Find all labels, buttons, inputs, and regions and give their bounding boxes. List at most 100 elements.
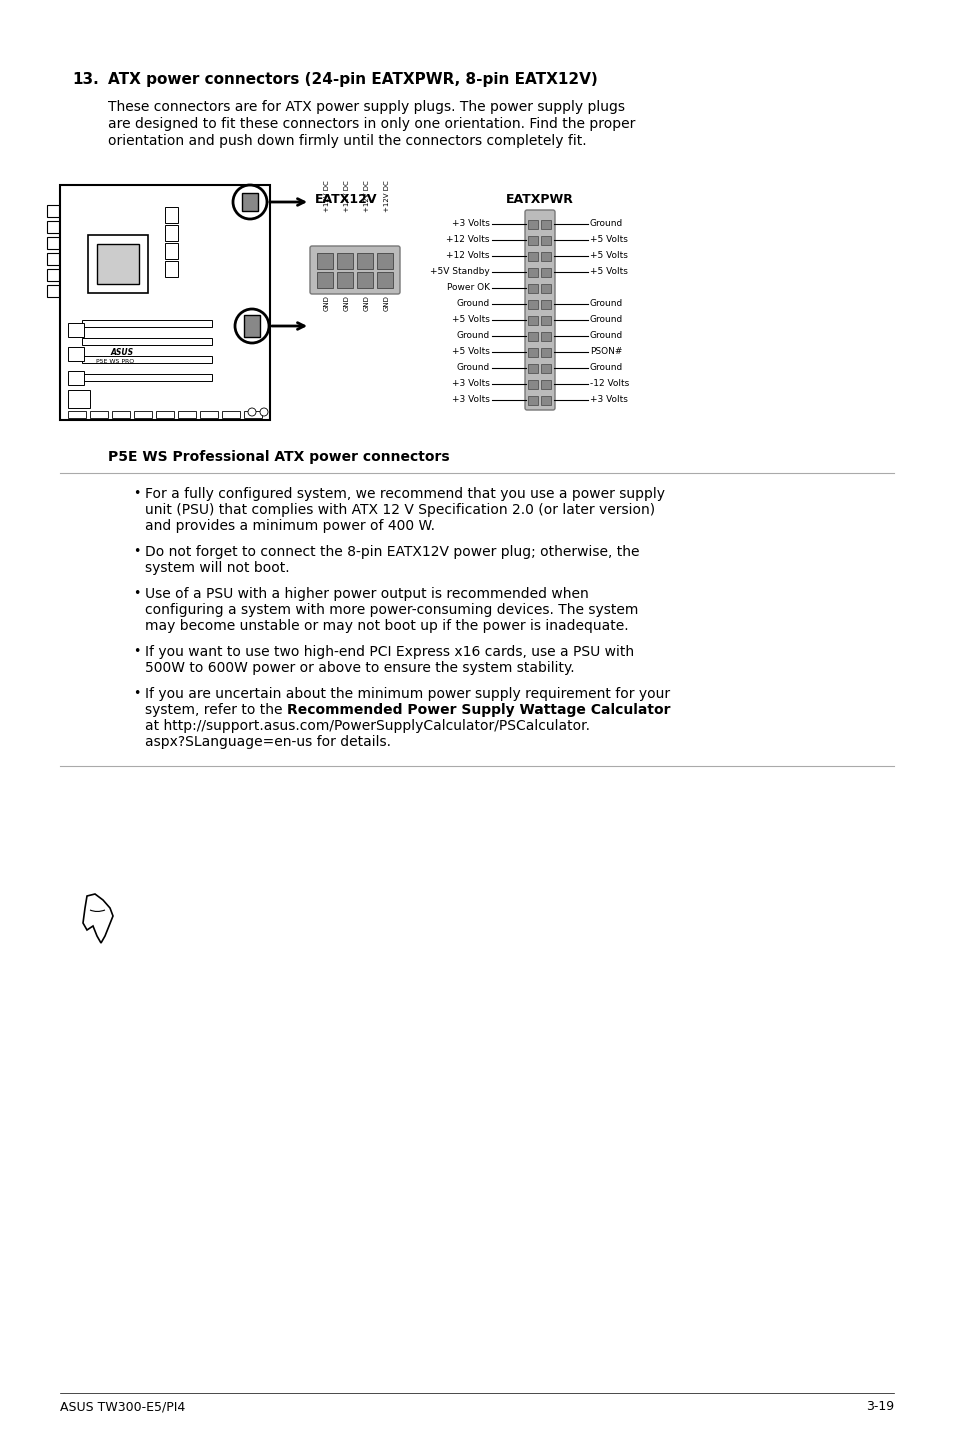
Bar <box>68 411 86 418</box>
Bar <box>316 272 333 288</box>
Text: +3 Volts: +3 Volts <box>452 395 490 404</box>
Text: PSON#: PSON# <box>589 348 621 357</box>
Bar <box>527 283 537 293</box>
Bar <box>82 338 212 345</box>
Bar <box>527 220 537 229</box>
Bar <box>316 253 333 269</box>
Bar <box>527 348 537 357</box>
Bar <box>60 186 270 420</box>
Text: +12V DC: +12V DC <box>344 180 350 211</box>
Bar <box>540 316 551 325</box>
Bar <box>527 395 537 406</box>
Bar <box>68 371 84 385</box>
Bar <box>68 324 84 336</box>
Bar <box>527 267 537 278</box>
Text: system, refer to the: system, refer to the <box>145 703 287 718</box>
Bar <box>47 253 59 265</box>
Text: EATX12V: EATX12V <box>314 193 377 206</box>
Text: These connectors are for ATX power supply plugs. The power supply plugs: These connectors are for ATX power suppl… <box>108 101 624 114</box>
Bar <box>540 252 551 262</box>
Text: system will not boot.: system will not boot. <box>145 561 290 575</box>
Text: Ground: Ground <box>456 364 490 372</box>
Bar <box>540 332 551 341</box>
Bar <box>540 364 551 372</box>
Bar <box>527 316 537 325</box>
Bar <box>68 390 90 408</box>
Text: For a fully configured system, we recommend that you use a power supply: For a fully configured system, we recomm… <box>145 487 664 500</box>
Text: GND: GND <box>384 295 390 311</box>
Bar <box>68 347 84 361</box>
Bar <box>527 301 537 309</box>
Bar <box>47 221 59 233</box>
Text: Do not forget to connect the 8-pin EATX12V power plug; otherwise, the: Do not forget to connect the 8-pin EATX1… <box>145 545 639 559</box>
Bar <box>165 262 178 278</box>
Text: Ground: Ground <box>589 315 622 325</box>
Bar <box>47 285 59 298</box>
Text: at http://support.asus.com/PowerSupplyCalculator/PSCalculator.: at http://support.asus.com/PowerSupplyCa… <box>145 719 589 733</box>
Text: +3 Volts: +3 Volts <box>452 220 490 229</box>
Bar <box>527 252 537 262</box>
Text: aspx?SLanguage=en-us for details.: aspx?SLanguage=en-us for details. <box>145 735 391 749</box>
Text: •: • <box>132 487 140 500</box>
Bar <box>242 193 257 211</box>
Text: +3 Volts: +3 Volts <box>589 395 627 404</box>
Text: •: • <box>132 587 140 600</box>
Bar <box>90 411 108 418</box>
Text: Ground: Ground <box>589 299 622 309</box>
Text: •: • <box>132 687 140 700</box>
Text: +5 Volts: +5 Volts <box>589 236 627 244</box>
Bar <box>133 411 152 418</box>
Text: 500W to 600W power or above to ensure the system stability.: 500W to 600W power or above to ensure th… <box>145 661 574 674</box>
Text: Ground: Ground <box>589 364 622 372</box>
Bar <box>356 272 373 288</box>
Bar <box>527 332 537 341</box>
Text: EATXPWR: EATXPWR <box>505 193 574 206</box>
Text: orientation and push down firmly until the connectors completely fit.: orientation and push down firmly until t… <box>108 134 586 148</box>
Bar <box>47 269 59 280</box>
Text: GND: GND <box>364 295 370 311</box>
Bar <box>527 236 537 244</box>
FancyBboxPatch shape <box>524 210 555 410</box>
Bar <box>527 364 537 372</box>
Bar <box>540 283 551 293</box>
Bar <box>200 411 218 418</box>
Text: and provides a minimum power of 400 W.: and provides a minimum power of 400 W. <box>145 519 435 533</box>
Bar <box>82 357 212 362</box>
Text: If you are uncertain about the minimum power supply requirement for your: If you are uncertain about the minimum p… <box>145 687 669 700</box>
Bar <box>156 411 173 418</box>
Bar <box>97 244 139 283</box>
Text: -12 Volts: -12 Volts <box>589 380 629 388</box>
Text: 3-19: 3-19 <box>865 1401 893 1414</box>
Text: unit (PSU) that complies with ATX 12 V Specification 2.0 (or later version): unit (PSU) that complies with ATX 12 V S… <box>145 503 655 518</box>
Bar <box>165 243 178 259</box>
Text: If you want to use two high-end PCI Express x16 cards, use a PSU with: If you want to use two high-end PCI Expr… <box>145 646 634 659</box>
Bar <box>540 267 551 278</box>
Text: +5V Standby: +5V Standby <box>430 267 490 276</box>
Bar <box>540 236 551 244</box>
Circle shape <box>260 408 268 416</box>
Text: Ground: Ground <box>589 220 622 229</box>
Bar <box>244 411 262 418</box>
Bar <box>88 234 148 293</box>
Text: may become unstable or may not boot up if the power is inadequate.: may become unstable or may not boot up i… <box>145 618 628 633</box>
Bar <box>527 380 537 390</box>
Bar <box>82 321 212 326</box>
Bar <box>540 220 551 229</box>
Bar <box>540 380 551 390</box>
Bar <box>540 301 551 309</box>
Bar <box>47 237 59 249</box>
Text: +5 Volts: +5 Volts <box>452 348 490 357</box>
Text: +12V DC: +12V DC <box>364 180 370 211</box>
Bar <box>82 374 212 381</box>
Text: ASUS: ASUS <box>111 348 133 357</box>
Text: +12V DC: +12V DC <box>384 180 390 211</box>
Text: Ground: Ground <box>456 299 490 309</box>
Text: Power OK: Power OK <box>447 283 490 292</box>
Bar <box>336 253 353 269</box>
Text: +3 Volts: +3 Volts <box>452 380 490 388</box>
Text: GND: GND <box>324 295 330 311</box>
Text: P5E WS PRO: P5E WS PRO <box>95 360 134 364</box>
FancyBboxPatch shape <box>310 246 399 293</box>
Bar <box>356 253 373 269</box>
Bar <box>178 411 195 418</box>
